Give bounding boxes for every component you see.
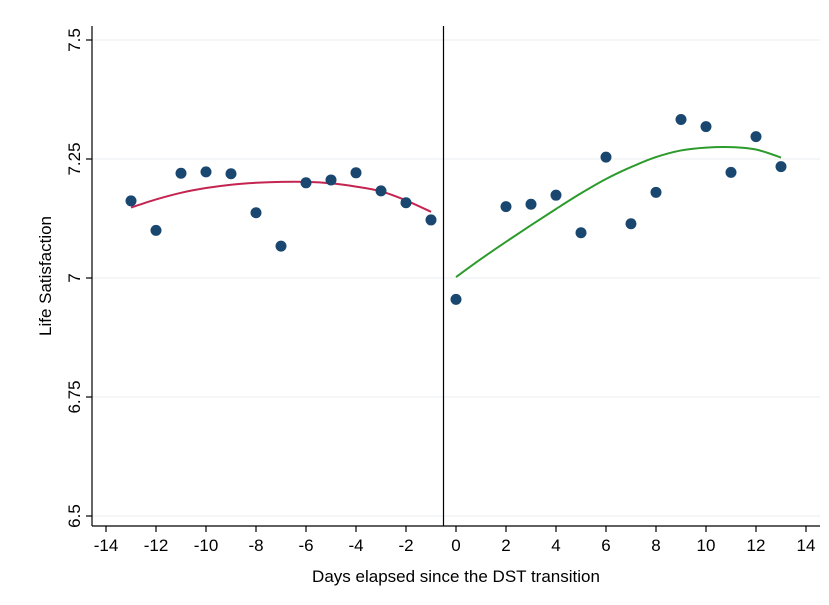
data-point <box>675 113 687 125</box>
data-point <box>775 161 787 173</box>
x-tick-label: 6 <box>601 536 610 555</box>
data-point <box>400 197 412 209</box>
data-point <box>175 167 187 179</box>
x-tick-label: 8 <box>651 536 660 555</box>
x-axis-ticks: -14 -12 -10 -8 -6 -4 -2 0 2 4 6 8 10 12 14 <box>94 526 816 555</box>
data-point <box>625 218 637 230</box>
x-tick-label: 4 <box>551 536 560 555</box>
y-tick-label: 7.25 <box>65 142 84 175</box>
data-point <box>250 207 262 219</box>
data-point <box>300 177 312 189</box>
x-axis-title: Days elapsed since the DST transition <box>312 567 600 586</box>
data-point <box>700 121 712 133</box>
data-point <box>225 168 237 180</box>
data-point <box>525 198 537 210</box>
y-axis-ticks: 6.5 6.75 7 7.25 7.5 <box>65 28 92 528</box>
x-tick-label: 10 <box>697 536 716 555</box>
data-point <box>325 174 337 186</box>
y-tick-label: 7 <box>65 273 84 282</box>
gridlines <box>92 39 820 517</box>
data-point <box>750 131 762 143</box>
x-tick-label: -4 <box>348 536 363 555</box>
data-point <box>725 166 737 178</box>
data-point <box>150 224 162 236</box>
data-point <box>600 151 612 163</box>
data-point <box>650 186 662 198</box>
data-point <box>425 214 437 226</box>
data-points <box>125 113 787 305</box>
data-point <box>500 201 512 213</box>
y-tick-label: 6.5 <box>65 504 84 528</box>
data-point <box>575 227 587 239</box>
x-tick-label: 14 <box>797 536 816 555</box>
fit-curves <box>130 145 782 278</box>
fit-curve <box>130 180 432 213</box>
x-tick-label: -8 <box>248 536 263 555</box>
x-tick-label: -12 <box>144 536 169 555</box>
x-tick-label: -14 <box>94 536 119 555</box>
data-point <box>125 195 137 207</box>
x-tick-label: -10 <box>194 536 219 555</box>
y-tick-label: 6.75 <box>65 380 84 413</box>
y-tick-label: 7.5 <box>65 28 84 52</box>
data-point <box>550 189 562 201</box>
fit-curve <box>455 145 782 278</box>
x-tick-label: -6 <box>298 536 313 555</box>
x-tick-label: -2 <box>398 536 413 555</box>
data-point <box>375 185 387 197</box>
x-tick-label: 0 <box>451 536 460 555</box>
x-tick-label: 2 <box>501 536 510 555</box>
data-point <box>350 167 362 179</box>
data-point <box>200 166 212 178</box>
x-tick-label: 12 <box>747 536 766 555</box>
y-axis-title: Life Satisfaction <box>36 216 55 336</box>
data-point <box>275 240 287 252</box>
data-point <box>450 293 462 305</box>
